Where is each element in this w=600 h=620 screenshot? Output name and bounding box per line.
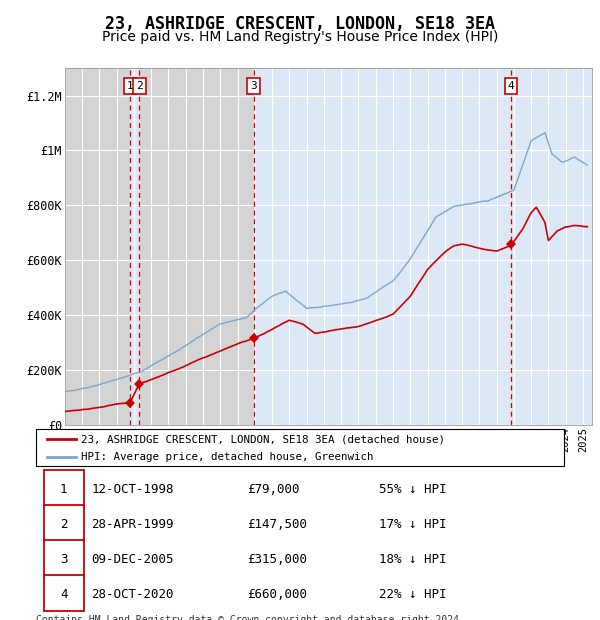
Text: 28-APR-1999: 28-APR-1999 [91, 518, 174, 531]
Text: 3: 3 [60, 553, 67, 566]
Text: 28-OCT-2020: 28-OCT-2020 [91, 588, 174, 601]
Text: 4: 4 [508, 81, 514, 91]
Text: 22% ↓ HPI: 22% ↓ HPI [379, 588, 446, 601]
Text: 3: 3 [250, 81, 257, 91]
Text: Contains HM Land Registry data © Crown copyright and database right 2024.
This d: Contains HM Land Registry data © Crown c… [36, 615, 465, 620]
Text: 1: 1 [60, 484, 67, 497]
Bar [130, 68, 139, 425]
Text: 55% ↓ HPI: 55% ↓ HPI [379, 484, 446, 497]
Text: 18% ↓ HPI: 18% ↓ HPI [379, 553, 446, 566]
Text: 2: 2 [136, 81, 143, 91]
Text: £660,000: £660,000 [247, 588, 307, 601]
Text: 23, ASHRIDGE CRESCENT, LONDON, SE18 3EA (detached house): 23, ASHRIDGE CRESCENT, LONDON, SE18 3EA … [81, 435, 445, 445]
Text: 4: 4 [60, 588, 67, 601]
Text: 12-OCT-1998: 12-OCT-1998 [91, 484, 174, 497]
FancyBboxPatch shape [44, 575, 83, 611]
FancyBboxPatch shape [44, 471, 83, 507]
Text: £147,500: £147,500 [247, 518, 307, 531]
FancyBboxPatch shape [44, 540, 83, 577]
Bar [254, 68, 592, 425]
Text: 23, ASHRIDGE CRESCENT, LONDON, SE18 3EA: 23, ASHRIDGE CRESCENT, LONDON, SE18 3EA [105, 14, 495, 33]
Text: 17% ↓ HPI: 17% ↓ HPI [379, 518, 446, 531]
Text: HPI: Average price, detached house, Greenwich: HPI: Average price, detached house, Gree… [81, 452, 373, 462]
Text: 09-DEC-2005: 09-DEC-2005 [91, 553, 174, 566]
Text: £79,000: £79,000 [247, 484, 300, 497]
Text: Price paid vs. HM Land Registry's House Price Index (HPI): Price paid vs. HM Land Registry's House … [102, 30, 498, 44]
Text: 2: 2 [60, 518, 67, 531]
Text: 1: 1 [127, 81, 133, 91]
FancyBboxPatch shape [36, 429, 564, 466]
Text: £315,000: £315,000 [247, 553, 307, 566]
FancyBboxPatch shape [44, 505, 83, 541]
